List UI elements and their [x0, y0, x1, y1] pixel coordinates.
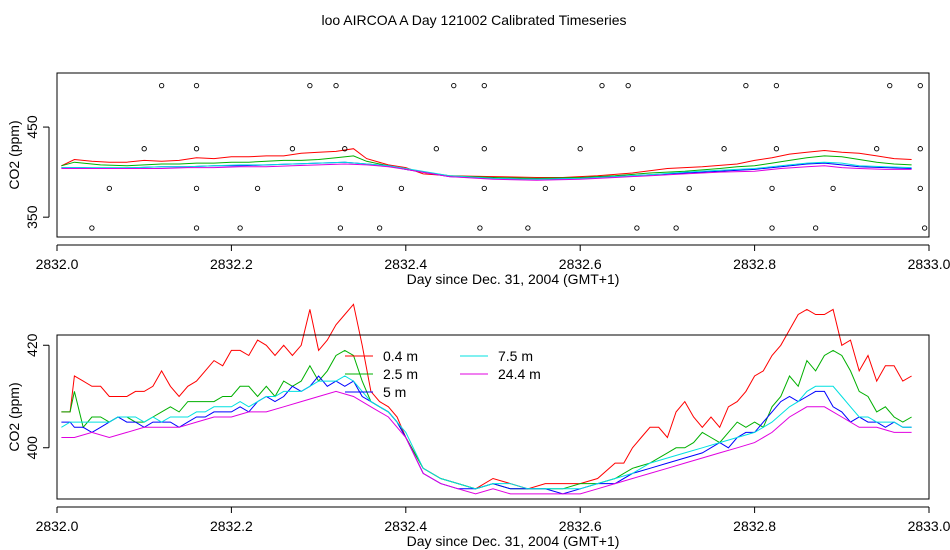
data-marker-24	[917, 146, 923, 152]
x-tick-label: 2832.6	[559, 518, 602, 534]
legend-label: 0.4 m	[383, 348, 418, 364]
x-tick-label: 2833.0	[908, 518, 950, 534]
data-marker-18	[481, 146, 487, 152]
data-marker-32	[629, 185, 636, 191]
legend-label: 7.5 m	[498, 348, 533, 364]
data-marker-40	[376, 225, 383, 231]
y-tick-label: 400	[24, 436, 40, 460]
data-marker-31	[542, 185, 548, 191]
data-marker-37	[193, 225, 200, 231]
data-marker-8	[625, 82, 631, 89]
data-marker-0	[89, 225, 95, 231]
data-marker-35	[830, 185, 836, 191]
x-tick-label: 2832.8	[733, 256, 776, 272]
data-marker-33	[686, 185, 692, 191]
data-marker-44	[673, 225, 679, 231]
data-marker-17	[433, 146, 439, 152]
data-marker-12	[917, 82, 923, 89]
x-tick-label: 2832.6	[559, 256, 602, 272]
y-tick-label: 450	[24, 115, 40, 139]
x-tick-label: 2832.0	[36, 518, 79, 534]
data-marker-9	[743, 82, 749, 89]
plot-frame	[56, 72, 930, 238]
x-tick-label: 2832.4	[384, 256, 427, 272]
chart-title: loo AIRCOA A Day 121002 Calibrated Times…	[321, 12, 626, 28]
data-marker-39	[337, 225, 344, 231]
data-marker-16	[342, 146, 348, 152]
series-line-0-0	[61, 148, 912, 178]
data-marker-1	[158, 82, 165, 89]
data-marker-34	[769, 185, 775, 191]
data-marker-2	[193, 82, 200, 89]
data-marker-10	[773, 82, 780, 89]
data-marker-19	[577, 146, 583, 152]
data-marker-42	[525, 225, 531, 231]
series-line-0-3	[61, 161, 912, 180]
data-marker-4	[333, 82, 339, 89]
data-marker-36	[917, 185, 923, 191]
plot-frame	[56, 334, 930, 500]
panel-bottom: 2832.0 2832.2 2832.4 2832.6 2832.8 2833.0 Day …	[6, 303, 950, 549]
x-tick-label: 2832.0	[36, 256, 79, 272]
panel-top: 2832.0 2832.2 2832.4 2832.6 2832.8 2833.0 Day …	[6, 72, 950, 287]
data-marker-6	[481, 82, 487, 89]
legend-label: 24.4 m	[498, 366, 541, 382]
data-marker-3	[307, 82, 313, 89]
data-marker-27	[254, 185, 261, 191]
series-line-1-4	[61, 390, 912, 495]
data-marker-11	[887, 82, 893, 89]
data-marker-28	[337, 185, 344, 191]
series-line-0-4	[61, 163, 912, 181]
data-marker-29	[398, 185, 405, 191]
x-tick-label: 2832.2	[210, 518, 253, 534]
y-tick-label: 420	[24, 333, 40, 357]
x-tick-label: 2833.0	[908, 256, 950, 272]
data-marker-25	[106, 185, 112, 191]
data-marker-7	[599, 82, 605, 89]
legend-label: 2.5 m	[383, 366, 418, 382]
data-marker-43	[634, 225, 640, 231]
data-marker-22	[773, 146, 780, 152]
data-marker-15	[289, 146, 296, 152]
data-marker-30	[481, 185, 487, 191]
data-marker-47	[921, 225, 928, 231]
data-marker-21	[721, 146, 727, 152]
data-marker-13	[141, 146, 147, 152]
series-line-1-3	[61, 375, 912, 490]
data-marker-5	[451, 82, 457, 89]
data-marker-14	[193, 146, 200, 152]
data-marker-41	[477, 225, 483, 231]
x-axis-label: Day since Dec. 31, 2004 (GMT+1)	[407, 271, 620, 287]
data-marker-23	[874, 146, 880, 152]
legend-label: 5 m	[383, 384, 406, 400]
x-tick-label: 2832.8	[733, 518, 776, 534]
y-tick-label: 350	[24, 205, 40, 229]
data-marker-38	[237, 225, 243, 231]
data-marker-26	[193, 185, 200, 191]
x-axis-label: Day since Dec. 31, 2004 (GMT+1)	[407, 533, 620, 549]
data-marker-46	[812, 225, 819, 231]
data-marker-20	[629, 146, 636, 152]
x-tick-label: 2832.2	[210, 256, 253, 272]
y-axis-label: CO2 (ppm)	[6, 120, 22, 189]
y-axis-label: CO2 (ppm)	[6, 382, 22, 451]
data-marker-45	[769, 225, 775, 231]
x-tick-label: 2832.4	[384, 518, 427, 534]
